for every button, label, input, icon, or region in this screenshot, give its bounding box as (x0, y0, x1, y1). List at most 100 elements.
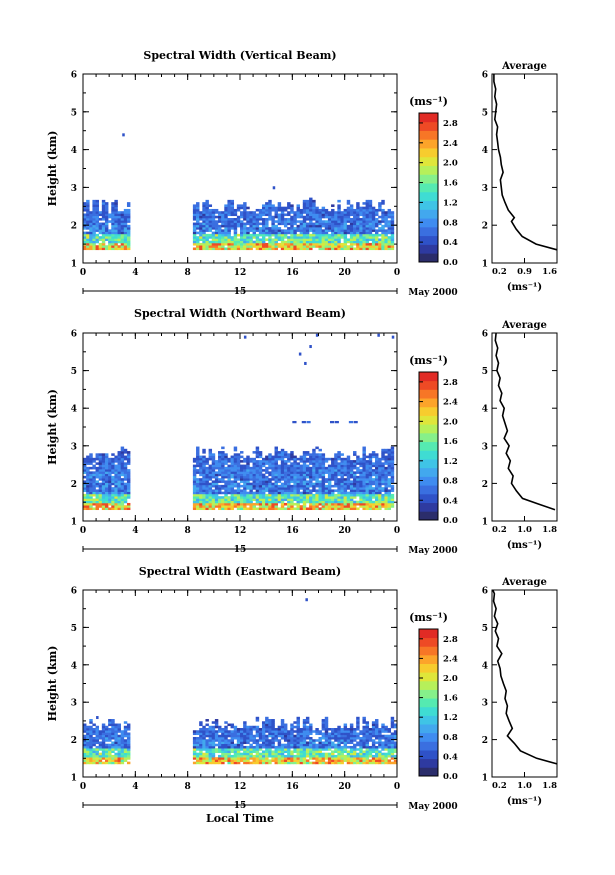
heatmap-cell (296, 743, 300, 747)
heatmap-cell (274, 475, 278, 479)
heatmap-cell (353, 464, 357, 468)
heatmap-cell (199, 245, 203, 248)
heatmap-cell (302, 739, 307, 742)
heatmap-cell (224, 754, 228, 758)
heatmap-cell (101, 732, 106, 736)
heatmap-cell (221, 233, 225, 237)
heatmap-cell (334, 732, 338, 736)
heatmap-cell (249, 222, 253, 226)
heatmap-cell (126, 457, 131, 461)
heatmap-cell (359, 500, 363, 504)
heatmap-cell (305, 240, 310, 244)
heatmap-cell (246, 464, 250, 468)
heatmap-cell (205, 734, 209, 738)
heatmap-cell (318, 457, 322, 461)
heatmap-cell (202, 206, 206, 210)
heatmap-cell (126, 736, 131, 740)
heatmap-cell (321, 466, 326, 470)
heatmap-cell (340, 482, 344, 486)
heatmap-cell (114, 730, 118, 733)
heatmap-cell (368, 464, 373, 468)
heatmap-cell (268, 741, 272, 745)
heatmap-cell (104, 478, 109, 481)
profile-y-tick-label: 6 (482, 330, 488, 340)
heatmap-cell (296, 759, 300, 762)
heatmap-cell (208, 469, 213, 472)
heatmap-cell (243, 475, 247, 479)
heatmap-cell (89, 487, 93, 490)
heatmap-cell (381, 505, 385, 508)
heatmap-cell (362, 469, 366, 472)
heatmap-cell (384, 507, 388, 511)
heatmap-cell (224, 745, 228, 749)
colorbar-swatch (419, 130, 438, 140)
heatmap-cell (230, 505, 235, 508)
heatmap-cell (111, 723, 115, 727)
heatmap-cell (378, 745, 382, 749)
heatmap-cell (321, 719, 326, 722)
heatmap-cell (261, 723, 266, 727)
heatmap-cell (117, 484, 121, 488)
heatmap-cell (334, 748, 338, 751)
heatmap-cell (233, 464, 238, 468)
heatmap-cell (265, 741, 269, 745)
heatmap-cell (233, 502, 238, 506)
heatmap-cell (83, 745, 87, 749)
heatmap-cell (334, 231, 338, 235)
heatmap-cell (353, 748, 357, 751)
heatmap-cell (126, 473, 131, 477)
heatmap-cell (265, 202, 269, 205)
heatmap-cell (202, 229, 206, 232)
heatmap-cell (346, 231, 351, 235)
heatmap-cell (86, 730, 90, 733)
heatmap-cell (331, 245, 335, 248)
heatmap-cell (202, 469, 206, 472)
heatmap-cell (240, 732, 244, 736)
heatmap-cell (117, 761, 121, 765)
heatmap-cell (126, 739, 131, 742)
heatmap-cell (114, 505, 118, 508)
heatmap-cell (123, 220, 128, 223)
heatmap-cell (101, 229, 106, 232)
heatmap-cell (233, 750, 238, 753)
heatmap-cell (89, 761, 93, 765)
heatmap-cell (384, 236, 388, 239)
heatmap-cell (387, 761, 392, 765)
heatmap-cell (353, 451, 357, 454)
heatmap-cell (334, 493, 338, 497)
heatmap-cell (280, 222, 285, 226)
heatmap-cell (261, 229, 266, 232)
heatmap-cell (218, 247, 222, 251)
heatmap-cell (236, 206, 241, 210)
heatmap-cell (327, 757, 332, 760)
heatmap-cell (104, 505, 109, 508)
heatmap-cell (199, 236, 203, 239)
heatmap-cell (381, 745, 385, 749)
heatmap-cell (86, 491, 90, 495)
heatmap-cell (280, 748, 285, 751)
heatmap-cell (202, 480, 206, 483)
heatmap-cell (230, 238, 235, 241)
heatmap-cell (104, 473, 109, 477)
heatmap-cell (208, 466, 213, 470)
heatmap-cell (202, 213, 206, 217)
heatmap-cell (214, 719, 219, 722)
heatmap-cell (120, 750, 125, 753)
heatmap-cell (296, 227, 300, 230)
heatmap-cell (359, 238, 363, 241)
heatmap-cell (255, 487, 260, 490)
heatmap-cell (324, 723, 329, 727)
heatmap-cell (340, 462, 344, 465)
heatmap-cell (202, 462, 206, 465)
heatmap-cell (252, 725, 256, 729)
heatmap-cell (299, 215, 304, 219)
colorbar-swatch (419, 450, 438, 460)
heatmap-cell (390, 466, 395, 470)
heatmap-cell (365, 211, 370, 214)
heatmap-cell (283, 462, 288, 465)
heatmap-cell (290, 218, 294, 221)
heatmap-cell (353, 480, 357, 483)
heatmap-cell (268, 487, 272, 490)
heatmap-cell (346, 728, 351, 731)
heatmap-cell (296, 242, 300, 246)
